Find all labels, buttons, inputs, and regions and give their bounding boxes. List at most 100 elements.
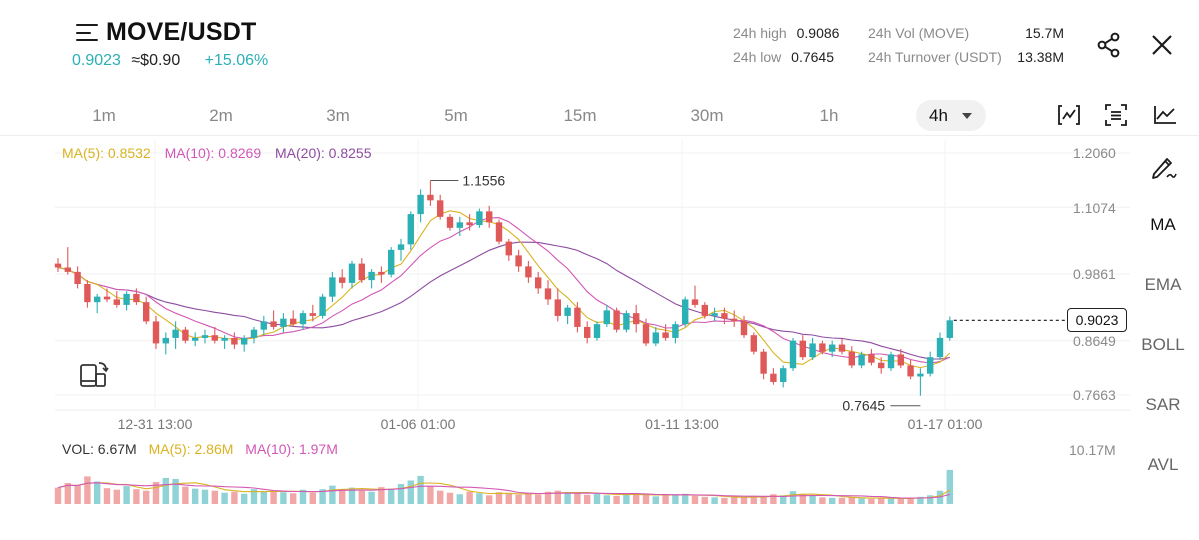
scan-list-icon[interactable] xyxy=(1105,104,1127,126)
volume-bar xyxy=(103,488,111,504)
candle-body xyxy=(280,318,287,327)
candle-body xyxy=(584,326,591,338)
share-icon[interactable] xyxy=(1096,32,1122,58)
volume-bar xyxy=(495,492,503,504)
time-tick: 01-17 01:00 xyxy=(907,416,983,432)
candle-body xyxy=(407,214,414,245)
volume-bar xyxy=(799,493,806,504)
side-ma[interactable]: MA xyxy=(1150,215,1176,234)
volume-bar xyxy=(201,489,209,504)
menu-icon[interactable] xyxy=(76,24,98,42)
stat-24h-turnover-label: 24h Turnover (USDT) xyxy=(868,49,1002,65)
candle-body xyxy=(84,283,91,303)
tab-3m[interactable]: 3m xyxy=(326,106,350,125)
volume-bar xyxy=(544,491,552,504)
tab-1m[interactable]: 1m xyxy=(92,106,116,125)
stat-value: 13.38M xyxy=(1017,49,1064,65)
candle-body xyxy=(505,241,512,256)
volume-bar xyxy=(358,490,365,504)
candle-body xyxy=(770,373,777,382)
volume-bar xyxy=(456,494,463,504)
candle-body xyxy=(642,324,650,344)
candle-body xyxy=(329,277,336,297)
candle-body xyxy=(691,299,699,305)
candle-body xyxy=(143,302,150,322)
candle-body xyxy=(887,354,895,369)
volume-bar xyxy=(770,494,777,504)
volume-bar xyxy=(407,480,414,504)
volume-bar xyxy=(94,481,101,504)
volume-bar xyxy=(437,490,444,504)
volume-bar xyxy=(740,497,748,504)
volume-bar xyxy=(819,497,826,504)
candle-body xyxy=(172,329,179,338)
draw-pen-icon[interactable] xyxy=(1150,152,1178,180)
timeframe-dropdown[interactable]: 4h xyxy=(916,100,986,131)
candle-body xyxy=(907,365,914,377)
candle-body xyxy=(682,299,689,325)
indicator-chart-icon[interactable] xyxy=(1057,104,1081,126)
volume-bar xyxy=(691,495,699,504)
volume-bar xyxy=(721,497,728,504)
volume-bar xyxy=(917,496,924,504)
line-chart-icon[interactable] xyxy=(1153,105,1177,125)
tab-1h[interactable]: 1h xyxy=(819,106,839,125)
volume-bar xyxy=(780,495,787,504)
tab-30m[interactable]: 30m xyxy=(690,106,724,125)
usd-price: ≈$0.90 xyxy=(131,52,181,69)
volume-bar xyxy=(642,494,650,504)
stat-label: 24h low xyxy=(733,49,782,65)
volume-bar xyxy=(299,489,307,504)
tab-5m[interactable]: 5m xyxy=(444,106,468,125)
volume-bar xyxy=(84,476,91,504)
candle-body xyxy=(74,271,81,284)
tab-15m[interactable]: 15m xyxy=(563,106,597,125)
candle-body xyxy=(476,211,483,226)
volume-bar xyxy=(74,485,81,504)
rotate-screen-icon[interactable] xyxy=(79,360,109,388)
candle-body xyxy=(182,329,189,341)
current-price-tag: 0.9023 xyxy=(1067,308,1127,332)
tab-2m[interactable]: 2m xyxy=(209,106,233,125)
legend-vol-ma5: MA(5): 2.86M xyxy=(148,441,234,457)
price-tick: 0.9861 xyxy=(1073,266,1116,282)
candles xyxy=(54,180,953,396)
volume-bar xyxy=(162,477,169,504)
price-tick: 0.8649 xyxy=(1073,333,1116,349)
candle-body xyxy=(270,321,277,327)
volume-bar xyxy=(211,490,218,504)
side-sar[interactable]: SAR xyxy=(1145,395,1181,414)
volume-bar xyxy=(652,496,659,504)
side-boll[interactable]: BOLL xyxy=(1141,335,1185,354)
side-avl[interactable]: AVL xyxy=(1147,455,1179,474)
candle-body xyxy=(672,324,679,338)
volume-bar xyxy=(525,492,532,504)
price-line: 0.9023 ≈$0.90 +15.06% xyxy=(72,52,268,70)
candle-body xyxy=(339,277,346,283)
candle-body xyxy=(574,307,581,327)
candle-body xyxy=(368,271,375,281)
volume-bar xyxy=(143,490,150,504)
candle-body xyxy=(378,271,385,275)
volume-ma10-line xyxy=(57,482,950,499)
candle-body xyxy=(701,304,708,316)
volume-bar xyxy=(309,492,316,504)
candle-body xyxy=(750,335,757,352)
candle-body xyxy=(466,222,473,226)
candle-body xyxy=(358,263,365,281)
candle-body xyxy=(388,249,395,275)
volume-bar xyxy=(897,498,904,504)
volume-bar xyxy=(417,475,424,504)
close-icon[interactable] xyxy=(1151,34,1173,56)
volume-bar xyxy=(701,496,708,504)
volume-bar xyxy=(378,487,385,504)
candle-body xyxy=(299,313,307,325)
volume-bar xyxy=(172,478,179,504)
side-ema[interactable]: EMA xyxy=(1144,275,1182,294)
pair-title[interactable]: MOVE/USDT xyxy=(106,18,257,46)
candle-body xyxy=(495,222,503,242)
candle-body xyxy=(221,337,228,341)
candle-body xyxy=(917,373,924,377)
candle-body xyxy=(417,194,424,215)
